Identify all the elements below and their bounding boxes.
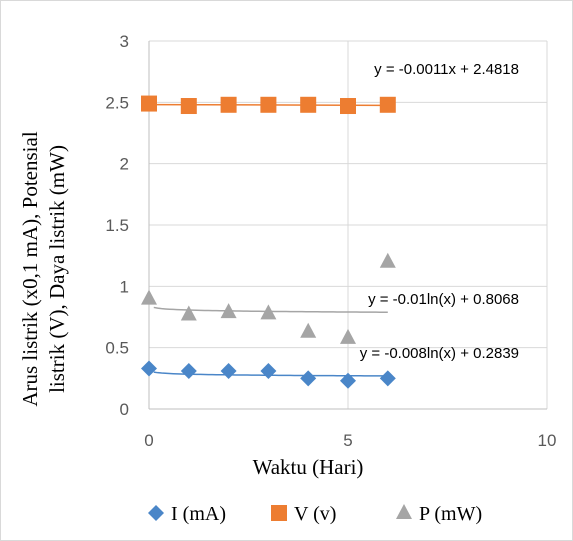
y-tick-label: 1.5 (105, 216, 129, 235)
legend-marker-3 (396, 504, 412, 519)
y-tick-label: 1 (120, 277, 129, 296)
legend-marker-2 (271, 505, 287, 521)
data-point-series-2 (340, 98, 356, 115)
trendline-equation-3: y = -0.01ln(x) + 0.8068 (368, 291, 519, 308)
data-point-series-2 (260, 96, 277, 113)
data-point-series-3 (300, 322, 317, 338)
data-point-series-3 (220, 303, 237, 319)
data-point-series-2 (379, 96, 396, 113)
x-tick-label: 0 (144, 431, 153, 450)
data-point-series-1 (379, 370, 396, 387)
data-point-series-3 (141, 289, 157, 305)
y-tick-label: 2.5 (105, 93, 129, 112)
data-point-series-3 (260, 304, 277, 320)
trendline-equation-1: y = -0.008ln(x) + 0.2839 (360, 345, 519, 362)
data-point-series-1 (220, 362, 237, 379)
data-point-series-1 (300, 370, 317, 387)
data-point-series-3 (340, 328, 356, 344)
x-axis-title: Waktu (Hari) (253, 455, 364, 479)
x-tick-label: 5 (343, 431, 352, 450)
data-point-series-1 (141, 360, 157, 377)
legend-label-2: V (v) (294, 503, 336, 525)
x-tick-label: 10 (538, 431, 557, 450)
trendline-equation-2: y = -0.0011x + 2.4818 (374, 61, 519, 78)
y-tick-label: 0.5 (105, 339, 129, 358)
y-axis-title-line-1: Arus listrik (x0,1 mA), Potensial (18, 131, 42, 406)
data-point-series-1 (340, 372, 356, 389)
y-tick-label: 0 (120, 400, 129, 419)
legend-label-1: I (mA) (171, 503, 226, 525)
data-point-series-2 (141, 95, 157, 112)
y-axis-title-line-2: listrik (V), Daya listrik (mW) (45, 145, 69, 393)
y-tick-label: 2 (120, 155, 129, 174)
legend-marker-1 (148, 505, 164, 521)
data-point-series-1 (260, 362, 277, 379)
data-point-series-2 (220, 96, 237, 113)
legend-label-3: P (mW) (419, 503, 482, 525)
data-point-series-3 (180, 305, 197, 321)
data-point-series-3 (379, 252, 396, 268)
data-point-series-2 (300, 96, 317, 113)
y-tick-label: 3 (120, 32, 129, 51)
data-point-series-2 (180, 98, 197, 115)
data-point-series-1 (180, 362, 197, 379)
